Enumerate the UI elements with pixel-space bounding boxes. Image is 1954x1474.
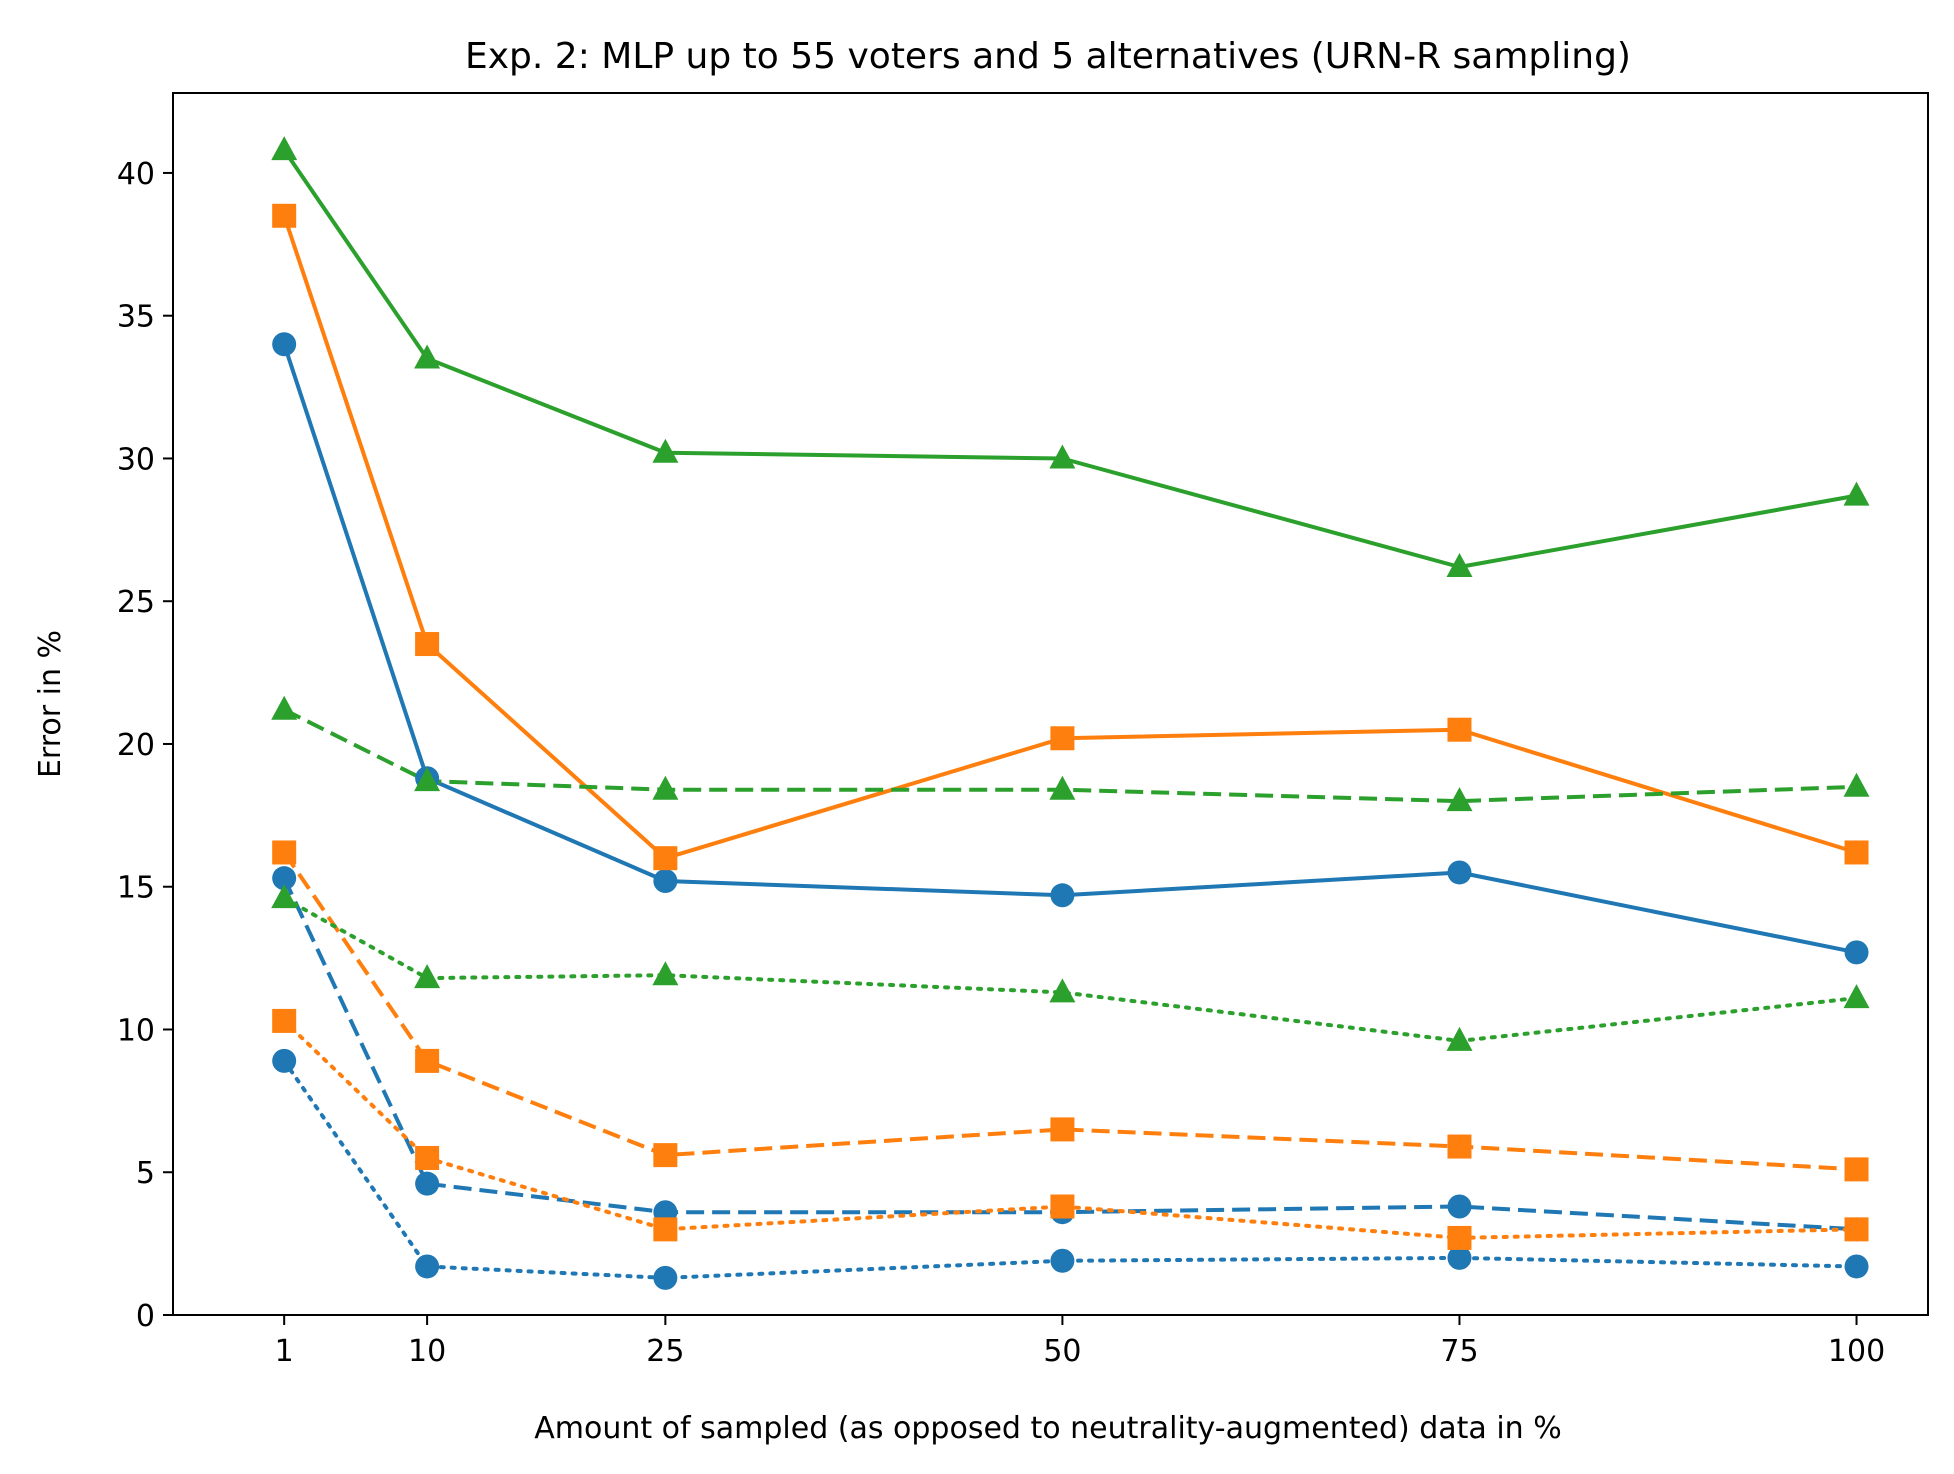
series-line-orange-solid (282, 215, 1858, 861)
data-point-orange-dashed (1050, 1117, 1075, 1142)
y-axis: 0 5 10 15 20 25 30 35 40 (117, 157, 173, 1334)
data-point-orange-solid (1050, 726, 1075, 751)
data-point-green-solid (1843, 481, 1870, 506)
x-tick-label: 50 (1043, 1334, 1081, 1369)
chart-title: Exp. 2: MLP up to 55 voters and 5 altern… (465, 36, 1631, 77)
series-markers (271, 136, 1870, 1290)
data-point-orange-dashed (1447, 1134, 1472, 1159)
y-tick-label: 0 (136, 1299, 155, 1334)
y-tick-label: 5 (136, 1156, 155, 1191)
data-point-green-solid (652, 438, 679, 463)
plot-frame (172, 92, 1929, 1316)
data-point-blue-solid (653, 869, 678, 894)
series-line-blue-dotted (282, 1058, 1859, 1280)
data-point-blue-dotted (653, 1265, 678, 1290)
x-axis: 1 10 25 50 75 100 (275, 1315, 1885, 1369)
data-point-green-dashed (1049, 775, 1076, 800)
y-tick-label: 25 (117, 585, 155, 620)
data-point-blue-solid (1844, 940, 1869, 965)
data-point-orange-dotted (1844, 1217, 1869, 1242)
y-tick-label: 40 (117, 157, 155, 192)
y-tick-label: 10 (117, 1013, 155, 1048)
data-point-green-dotted (1049, 978, 1076, 1003)
data-point-orange-dashed (272, 840, 297, 865)
data-point-green-solid (1049, 444, 1076, 469)
series-line-green-dashed (283, 707, 1857, 804)
data-point-blue-dashed (1447, 1194, 1472, 1219)
x-tick-label: 10 (408, 1334, 446, 1369)
series-line-orange-dotted (282, 1018, 1859, 1240)
y-tick-label: 30 (117, 442, 155, 477)
data-point-green-solid (414, 344, 441, 369)
data-point-blue-solid (272, 332, 297, 357)
data-point-green-dotted (1446, 1026, 1473, 1051)
data-point-blue-dashed (415, 1171, 440, 1196)
data-point-green-dashed (414, 767, 441, 792)
data-point-orange-solid (272, 203, 297, 228)
data-point-orange-solid (1844, 840, 1869, 865)
data-point-orange-dotted (1050, 1194, 1075, 1219)
data-point-orange-solid (653, 846, 678, 871)
x-tick-label: 75 (1440, 1334, 1478, 1369)
data-point-blue-dotted (1844, 1254, 1869, 1279)
data-point-blue-solid (1050, 883, 1075, 908)
data-point-blue-dashed (272, 866, 297, 891)
data-point-orange-dotted (653, 1217, 678, 1242)
series-line-orange-dashed (282, 851, 1857, 1172)
data-point-blue-dotted (1050, 1248, 1075, 1273)
data-point-orange-dashed (415, 1048, 440, 1073)
series-line-green-dotted (282, 896, 1859, 1043)
data-point-orange-solid (1447, 717, 1472, 742)
data-point-orange-solid (415, 632, 440, 657)
x-axis-label: Amount of sampled (as opposed to neutral… (534, 1411, 1562, 1446)
data-point-green-dotted (1843, 984, 1870, 1009)
series-lines (282, 148, 1859, 1280)
data-point-blue-dotted (1447, 1245, 1472, 1270)
y-tick-label: 35 (117, 300, 155, 335)
data-point-orange-dotted (415, 1145, 440, 1170)
data-point-blue-dotted (272, 1048, 297, 1073)
data-point-green-dashed (1446, 787, 1473, 812)
series-line-blue-dashed (282, 877, 1857, 1232)
x-tick-label: 25 (646, 1334, 684, 1369)
data-point-orange-dashed (653, 1143, 678, 1168)
data-point-green-solid (1446, 553, 1473, 577)
data-point-green-dotted (652, 961, 679, 986)
data-point-green-dotted (271, 884, 298, 909)
data-point-green-solid (271, 136, 298, 161)
data-point-orange-dotted (272, 1008, 297, 1033)
data-point-green-dotted (414, 964, 441, 989)
x-tick-label: 1 (275, 1334, 294, 1369)
x-tick-label: 100 (1828, 1334, 1885, 1369)
data-point-green-dashed (271, 695, 298, 720)
data-point-green-dashed (1843, 772, 1870, 797)
y-tick-label: 15 (117, 871, 155, 906)
data-point-blue-dotted (415, 1254, 440, 1279)
data-point-blue-solid (1447, 860, 1472, 885)
y-tick-label: 20 (117, 728, 155, 763)
data-point-orange-dashed (1844, 1157, 1869, 1182)
y-axis-label: Error in % (33, 630, 68, 778)
series-line-blue-solid (282, 343, 1857, 955)
data-point-green-dashed (652, 775, 679, 800)
series-line-green-solid (282, 148, 1857, 569)
data-point-orange-dotted (1447, 1225, 1472, 1250)
